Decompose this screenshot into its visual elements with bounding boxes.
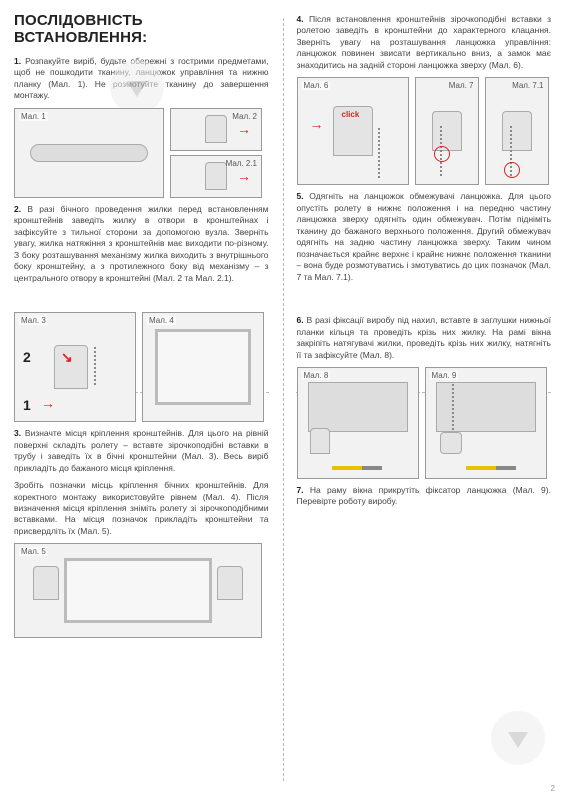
fabric-shape-9 [436, 382, 536, 432]
chain-shape [94, 347, 96, 387]
fig2-label: Мал. 2 [232, 112, 257, 121]
fig-row-2: Мал. 3 2 ↘ 1 → Мал. 4 [14, 312, 269, 422]
badge-1: 1 [23, 397, 31, 413]
step-text-3a: Визначте місця кріплення кронштейнів. Дл… [14, 428, 269, 472]
click-label: click [342, 110, 360, 119]
step-num-6: 6. [297, 315, 304, 325]
screwdriver-icon [332, 466, 382, 470]
step-num-5: 5. [297, 191, 304, 201]
figure-5: Мал. 5 [14, 543, 262, 638]
watermark-icon [110, 60, 164, 114]
left-column: ПОСЛІДОВНІСТЬ ВСТАНОВЛЕННЯ: 1. Розпакуйт… [0, 0, 283, 799]
figure-9: Мал. 9 [425, 367, 547, 479]
figure-1: Мал. 1 [14, 108, 164, 198]
figure-7: Мал. 7 [415, 77, 479, 185]
arrow-icon: → [41, 395, 55, 411]
fig8-label: Мал. 8 [302, 371, 331, 380]
fixator-9 [440, 432, 462, 454]
screwdriver-icon [466, 466, 516, 470]
fig71-label: Мал. 7.1 [512, 81, 543, 90]
fig3-label: Мал. 3 [19, 316, 48, 325]
bracket-7 [432, 111, 462, 151]
page-number: 2 [551, 784, 555, 793]
step-num-3: 3. [14, 428, 21, 438]
para-7: 7. На раму вікна прикрутіть фіксатор лан… [297, 485, 552, 508]
tensioner-8 [310, 428, 330, 454]
fig-row-4: Мал. 6 → click Мал. 7 Мал. 7.1 [297, 77, 552, 185]
arrow-icon: → [237, 121, 251, 137]
window-frame [155, 329, 251, 405]
step-text-5: Одягніть на ланцюжок обмежувачі ланцюжка… [297, 191, 552, 281]
step-text-7: На раму вікна прикрутіть фіксатор ланцюж… [297, 485, 551, 506]
arrow-icon: ↘ [61, 349, 73, 366]
fig-row-5: Мал. 8 Мал. 9 [297, 367, 552, 479]
page-title: ПОСЛІДОВНІСТЬ ВСТАНОВЛЕННЯ: [14, 12, 269, 46]
window-frame-5 [64, 558, 212, 623]
roller-shape [30, 144, 148, 162]
fabric-shape [308, 382, 408, 432]
step-text-6: В разі фіксації виробу під нахил, вставт… [297, 315, 552, 359]
step-num-2: 2. [14, 204, 21, 214]
figure-3: Мал. 3 2 ↘ 1 → [14, 312, 136, 422]
page: ПОСЛІДОВНІСТЬ ВСТАНОВЛЕННЯ: 1. Розпакуйт… [0, 0, 565, 799]
para-4: 4. Після встановлення кронштейнів зірочк… [297, 14, 552, 71]
bracket-71 [502, 111, 532, 151]
figure-7-1: Мал. 7.1 [485, 77, 549, 185]
badge-2: 2 [23, 349, 31, 365]
arrow-icon: → [310, 116, 324, 132]
fig6-label: Мал. 6 [302, 81, 331, 90]
figure-2-1: Мал. 2.1 → [170, 155, 262, 198]
fig9-label: Мал. 9 [430, 371, 459, 380]
figure-2: Мал. 2 → [170, 108, 262, 151]
para-5: 5. Одягніть на ланцюжок обмежувачі ланцю… [297, 191, 552, 283]
fig21-label: Мал. 2.1 [226, 159, 257, 168]
fig-row-1: Мал. 1 Мал. 2 → Мал. 2.1 → [14, 108, 269, 198]
para-3a: 3. Визначте місця кріплення кронштейнів.… [14, 428, 269, 474]
arrow-icon: → [237, 168, 251, 184]
figure-4: Мал. 4 [142, 312, 264, 422]
marker-circle-2 [504, 162, 520, 178]
bracket-5r [217, 566, 243, 600]
fig1-label: Мал. 1 [19, 112, 48, 121]
right-column: 4. Після встановлення кронштейнів зірочк… [283, 0, 565, 799]
step-text-2: В разі бічного проведення жилки перед вс… [14, 204, 269, 283]
step-num-4: 4. [297, 14, 304, 24]
fig7-label: Мал. 7 [449, 81, 474, 90]
bracket-5l [33, 566, 59, 600]
fig-row-3: Мал. 5 [14, 543, 269, 638]
step-num-7: 7. [297, 485, 304, 495]
para-6: 6. В разі фіксації виробу під нахил, вст… [297, 315, 552, 361]
watermark-icon [491, 711, 545, 765]
fig4-label: Мал. 4 [147, 316, 176, 325]
para-3b: Зробіть позначки місць кріплення бічних … [14, 480, 269, 537]
step-text-3b: Зробіть позначки місць кріплення бічних … [14, 480, 269, 536]
marker-circle [434, 146, 450, 162]
bracket-shape [205, 115, 227, 143]
step-text-4: Після встановлення кронштейнів зірочкопо… [297, 14, 552, 70]
figure-6: Мал. 6 → click [297, 77, 409, 185]
step-num-1: 1. [14, 56, 21, 66]
chain-6 [378, 128, 380, 178]
para-2: 2. В разі бічного проведення жилки перед… [14, 204, 269, 284]
figure-8: Мал. 8 [297, 367, 419, 479]
bracket-shape-2 [205, 162, 227, 190]
fig5-label: Мал. 5 [19, 547, 48, 556]
